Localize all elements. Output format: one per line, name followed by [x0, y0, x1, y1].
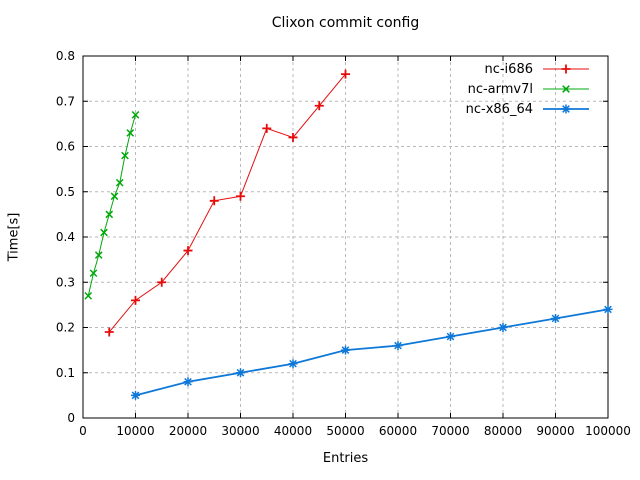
y-tick-label: 0.2	[56, 321, 75, 335]
x-tick-label: 90000	[536, 424, 574, 438]
legend-marker-nc-i686	[561, 64, 571, 74]
data-point-nc-i686	[183, 246, 193, 256]
series-line-nc-armv7l	[87, 114, 136, 296]
data-point-nc-x86_64	[183, 377, 193, 387]
data-point-nc-x86_64	[446, 332, 455, 342]
chart-title: Clixon commit config	[271, 15, 420, 31]
x-tick-label: 10000	[116, 424, 154, 438]
data-point-nc-armv7l	[110, 192, 119, 201]
x-tick-label: 20000	[169, 424, 207, 438]
data-point-nc-armv7l	[115, 178, 124, 187]
data-point-nc-armv7l	[100, 228, 108, 237]
y-tick-label: 0.5	[56, 185, 75, 199]
x-tick-label: 70000	[431, 424, 469, 438]
data-point-nc-i686	[262, 123, 272, 133]
data-point-nc-x86_64	[498, 323, 508, 332]
data-point-nc-i686	[236, 191, 245, 201]
data-point-nc-armv7l	[89, 269, 98, 278]
data-point-nc-x86_64	[236, 368, 245, 378]
x-tick-label: 100000	[585, 424, 631, 438]
legend-marker-nc-armv7l	[562, 85, 570, 93]
x-tick-label: 30000	[221, 424, 259, 438]
y-tick-label: 0	[67, 411, 75, 425]
x-tick-label: 80000	[484, 424, 522, 438]
legend-label-nc-x86_64: nc-x86_64	[466, 102, 533, 117]
data-point-nc-i686	[314, 101, 324, 111]
series-line-nc-i686	[108, 73, 346, 333]
legend-label-nc-armv7l: nc-armv7l	[468, 82, 533, 97]
x-tick-label: 0	[79, 424, 87, 438]
data-point-nc-i686	[157, 277, 167, 287]
data-point-nc-armv7l	[94, 251, 103, 259]
data-point-nc-armv7l	[105, 210, 114, 219]
data-point-nc-i686	[131, 295, 140, 305]
data-point-nc-x86_64	[288, 359, 298, 369]
data-point-nc-x86_64	[393, 341, 403, 351]
data-point-nc-armv7l	[131, 110, 140, 119]
data-point-nc-i686	[288, 132, 298, 142]
data-point-nc-armv7l	[126, 129, 135, 137]
legend-marker-nc-x86_64	[561, 104, 571, 114]
series-line-nc-x86_64	[135, 308, 609, 397]
y-tick-label: 0.3	[56, 275, 75, 289]
x-axis-label: Entries	[322, 451, 369, 466]
data-point-nc-i686	[209, 196, 219, 206]
data-point-nc-x86_64	[551, 313, 560, 323]
data-point-nc-x86_64	[131, 390, 140, 400]
data-point-nc-i686	[104, 327, 114, 337]
data-point-nc-x86_64	[603, 304, 613, 314]
y-tick-label: 0.8	[56, 49, 75, 63]
legend-label-nc-i686: nc-i686	[484, 62, 533, 77]
data-point-nc-x86_64	[341, 345, 350, 355]
data-point-nc-armv7l	[121, 151, 129, 160]
y-tick-label: 0.1	[56, 366, 75, 380]
data-point-nc-armv7l	[84, 291, 93, 300]
x-tick-label: 60000	[379, 424, 417, 438]
x-tick-label: 40000	[274, 424, 312, 438]
data-point-nc-i686	[341, 69, 350, 79]
x-tick-label: 50000	[326, 424, 364, 438]
y-tick-label: 0.7	[56, 94, 75, 108]
y-tick-label: 0.4	[56, 230, 75, 244]
y-tick-label: 0.6	[56, 140, 75, 154]
